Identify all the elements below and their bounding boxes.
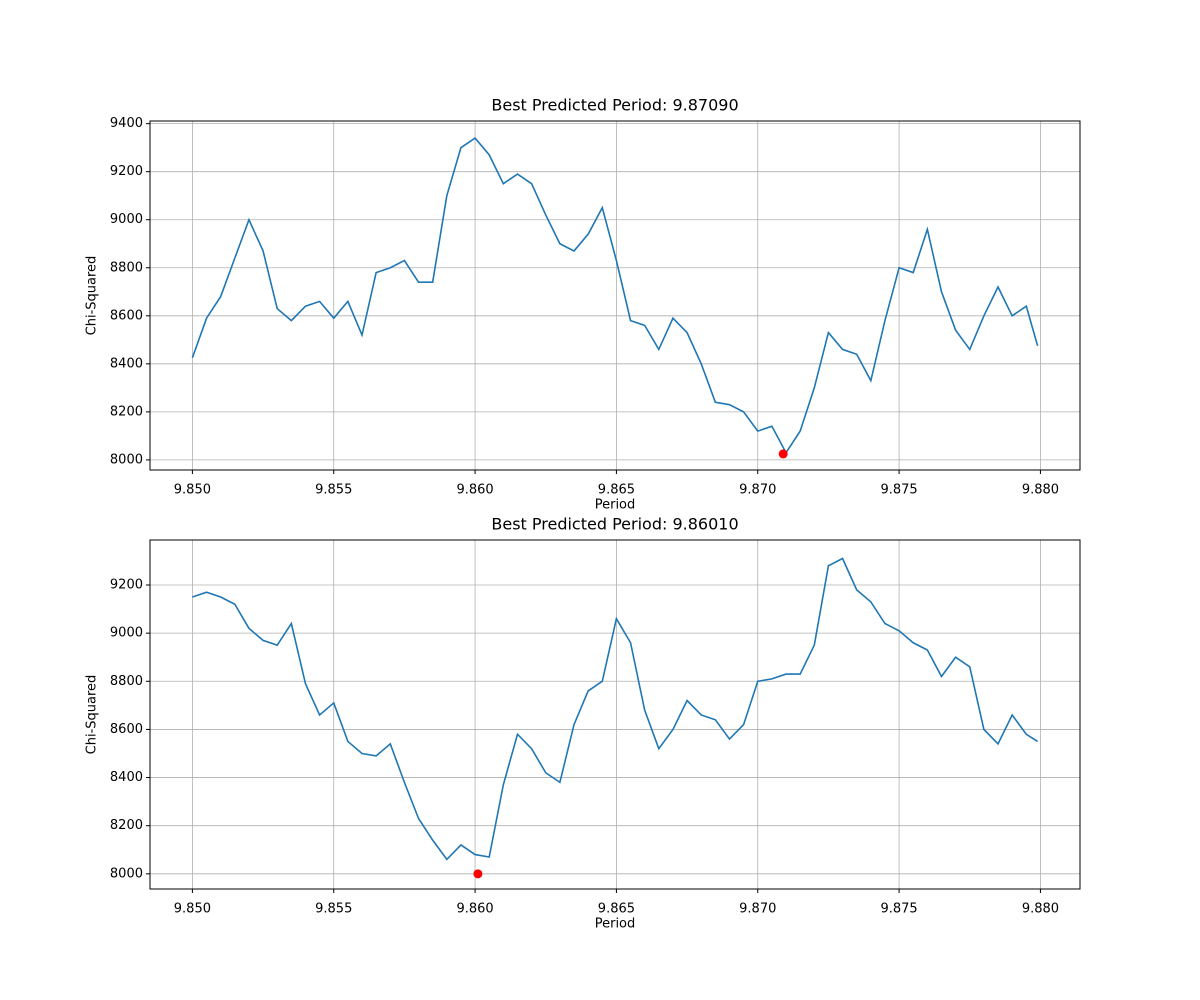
subplot: Best Predicted Period: 9.86010 9.850 9.855… [85,515,1081,932]
y-tick-label: 9000 [110,212,143,227]
chart-title: Best Predicted Period: 9.87090 [491,96,738,115]
y-tick-label: 8200 [110,818,143,833]
x-tick-label: 9.870 [739,483,776,498]
y-axis-label: Chi-Squared [85,256,100,336]
data-line [191,136,1039,455]
y-tick-label: 8600 [110,722,143,737]
x-tick-label: 9.850 [174,483,211,498]
x-tick-label: 9.865 [598,902,635,917]
x-tick-label: 9.875 [880,483,917,498]
y-tick-label: 9200 [110,578,143,593]
y-tick-label: 8400 [110,356,143,371]
x-axis-label: Period [595,917,636,932]
x-tick-label: 9.860 [456,902,493,917]
x-tick-label: 9.880 [1022,483,1059,498]
y-tick-label: 8800 [110,260,143,275]
x-tick-label: 9.870 [739,902,776,917]
y-tick-label: 8800 [110,674,143,689]
y-tick-label: 8600 [110,308,143,323]
y-tick-label: 9000 [110,626,143,641]
axes-frame [149,120,1081,471]
y-tick-label: 9400 [110,116,143,131]
x-axis-label: Period [595,498,636,513]
x-tick-label: 9.850 [174,902,211,917]
min-point [778,449,788,459]
y-tick-label: 9200 [110,164,143,179]
chart-title: Best Predicted Period: 9.86010 [491,515,738,534]
subplot: Best Predicted Period: 9.87090 9.850 9.855… [85,96,1081,513]
x-tick-label: 9.855 [315,483,352,498]
x-tick-label: 9.860 [456,483,493,498]
y-tick-label: 8400 [110,770,143,785]
y-tick-label: 8200 [110,404,143,419]
x-tick-label: 9.880 [1022,902,1059,917]
axes-frame [149,539,1081,890]
x-tick-label: 9.855 [315,902,352,917]
x-tick-label: 9.865 [598,483,635,498]
y-tick-label: 8000 [110,866,143,881]
data-line [192,557,1039,861]
x-tick-label: 9.875 [880,902,917,917]
min-point [473,869,483,879]
y-axis-label: Chi-Squared [85,675,100,755]
y-tick-label: 8000 [110,452,143,467]
